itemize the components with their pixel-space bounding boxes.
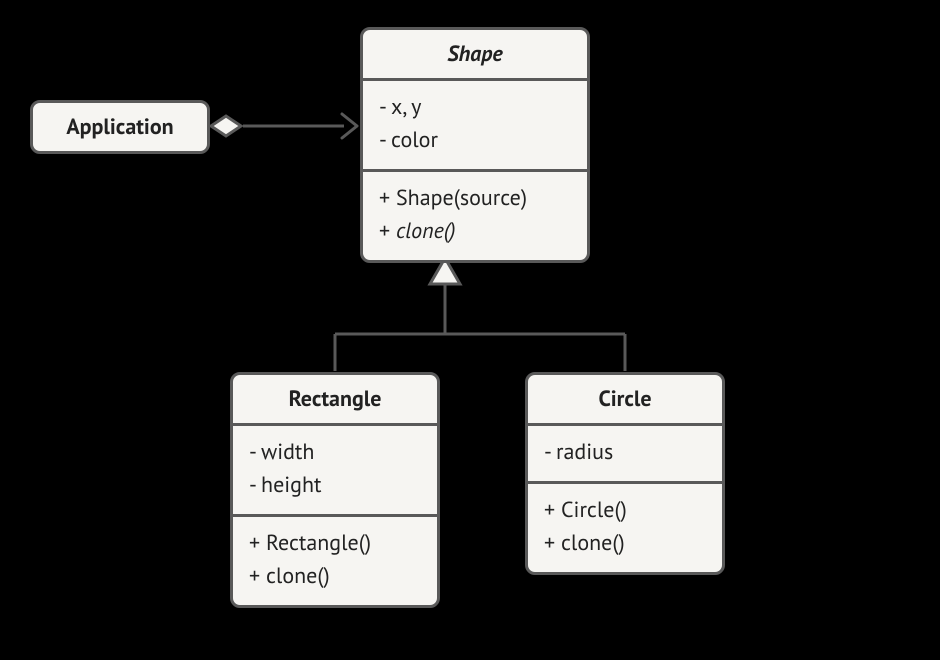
uml-attribute: - radius — [544, 436, 706, 469]
uml-node-title: Rectangle — [233, 375, 437, 423]
uml-methods: + Rectangle() + clone() — [233, 514, 437, 605]
uml-node-title: Circle — [528, 375, 722, 423]
uml-node-title: Shape — [363, 30, 587, 78]
arrowhead-icon — [342, 114, 357, 138]
aggregation-diamond-icon — [211, 116, 241, 136]
uml-node-title: Application — [33, 103, 207, 151]
uml-attributes: - radius — [528, 423, 722, 481]
uml-attributes: - x, y - color — [363, 78, 587, 169]
uml-method: + clone() — [544, 527, 706, 560]
uml-node-application: Application — [30, 100, 210, 154]
uml-node-rectangle: Rectangle - width - height + Rectangle()… — [230, 372, 440, 608]
uml-method: + Shape(source) — [379, 182, 571, 215]
uml-method: clone() — [396, 217, 456, 245]
uml-method: + Circle() — [544, 494, 706, 527]
uml-methods: + Circle() + clone() — [528, 481, 722, 572]
uml-method: + clone() — [249, 560, 421, 593]
uml-attributes: - width - height — [233, 423, 437, 514]
uml-methods: + Shape(source) + clone() — [363, 169, 587, 260]
uml-attribute: - color — [379, 124, 571, 157]
uml-method: + Rectangle() — [249, 527, 421, 560]
uml-node-circle: Circle - radius + Circle() + clone() — [525, 372, 725, 575]
uml-attribute: - x, y — [379, 91, 571, 124]
uml-attribute: - width — [249, 436, 421, 469]
uml-attribute: - height — [249, 469, 421, 502]
uml-node-shape: Shape - x, y - color + Shape(source) + c… — [360, 27, 590, 263]
